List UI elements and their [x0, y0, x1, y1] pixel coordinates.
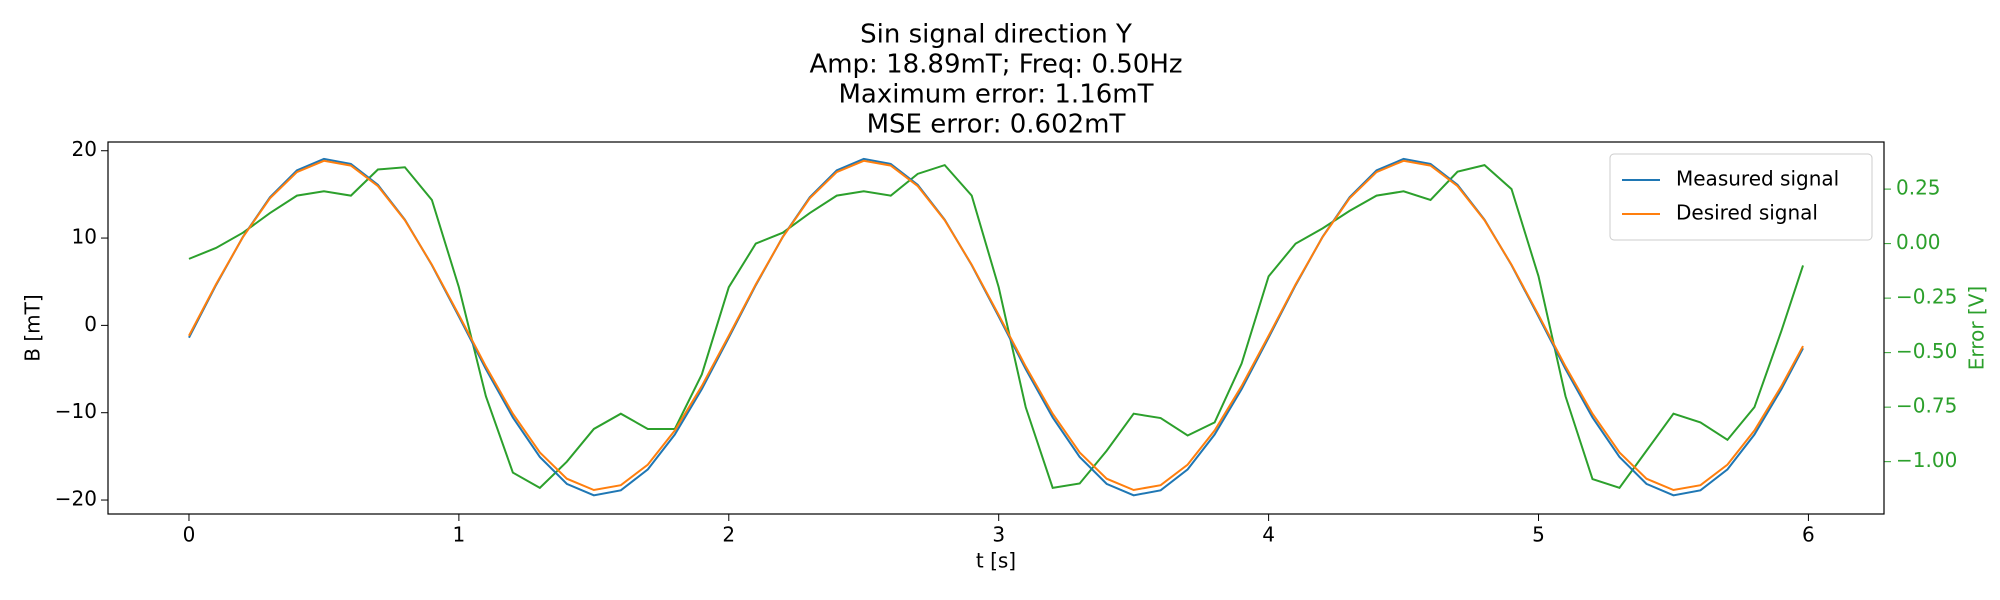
y2-tick-label: −0.25	[1896, 285, 1957, 309]
series-line	[188, 159, 1804, 492]
y-tick-label: 10	[72, 225, 97, 249]
legend-box	[1609, 153, 1873, 241]
chart-subtitle: Maximum error: 1.16mT	[839, 80, 1154, 110]
x-tick-label: 3	[992, 523, 1005, 547]
chart-title: Sin signal direction Y	[860, 20, 1132, 50]
y-tick-label: 0	[84, 312, 97, 336]
chart-subtitle: Amp: 18.89mT; Freq: 0.50Hz	[809, 50, 1182, 80]
x-tick-label: 1	[453, 523, 466, 547]
chart-subtitle: MSE error: 0.602mT	[867, 110, 1126, 140]
y2-tick-label: 0.25	[1896, 176, 1941, 200]
x-tick-label: 6	[1802, 523, 1815, 547]
x-tick-label: 0	[183, 523, 196, 547]
y2-tick-label: −0.50	[1896, 339, 1957, 363]
y2-axis-label: Error [V]	[1965, 286, 1989, 370]
y-tick-label: −20	[55, 487, 97, 511]
y2-tick-label: 0.00	[1896, 230, 1941, 254]
axes-frame	[107, 141, 1885, 515]
y2-tick-label: −0.75	[1896, 394, 1957, 418]
x-tick-label: 4	[1262, 523, 1275, 547]
y-tick-label: 20	[72, 137, 97, 161]
x-tick-label: 5	[1532, 523, 1545, 547]
y-tick-label: −10	[55, 399, 97, 423]
y-axis-label: B [mT]	[21, 294, 45, 361]
legend-label: Measured signal	[1676, 167, 1839, 191]
legend-label: Desired signal	[1676, 201, 1818, 225]
series-line	[188, 157, 1804, 497]
x-axis-label: t [s]	[976, 549, 1016, 573]
x-tick-label: 2	[722, 523, 735, 547]
y2-tick-label: −1.00	[1896, 448, 1957, 472]
series-line	[188, 163, 1804, 490]
